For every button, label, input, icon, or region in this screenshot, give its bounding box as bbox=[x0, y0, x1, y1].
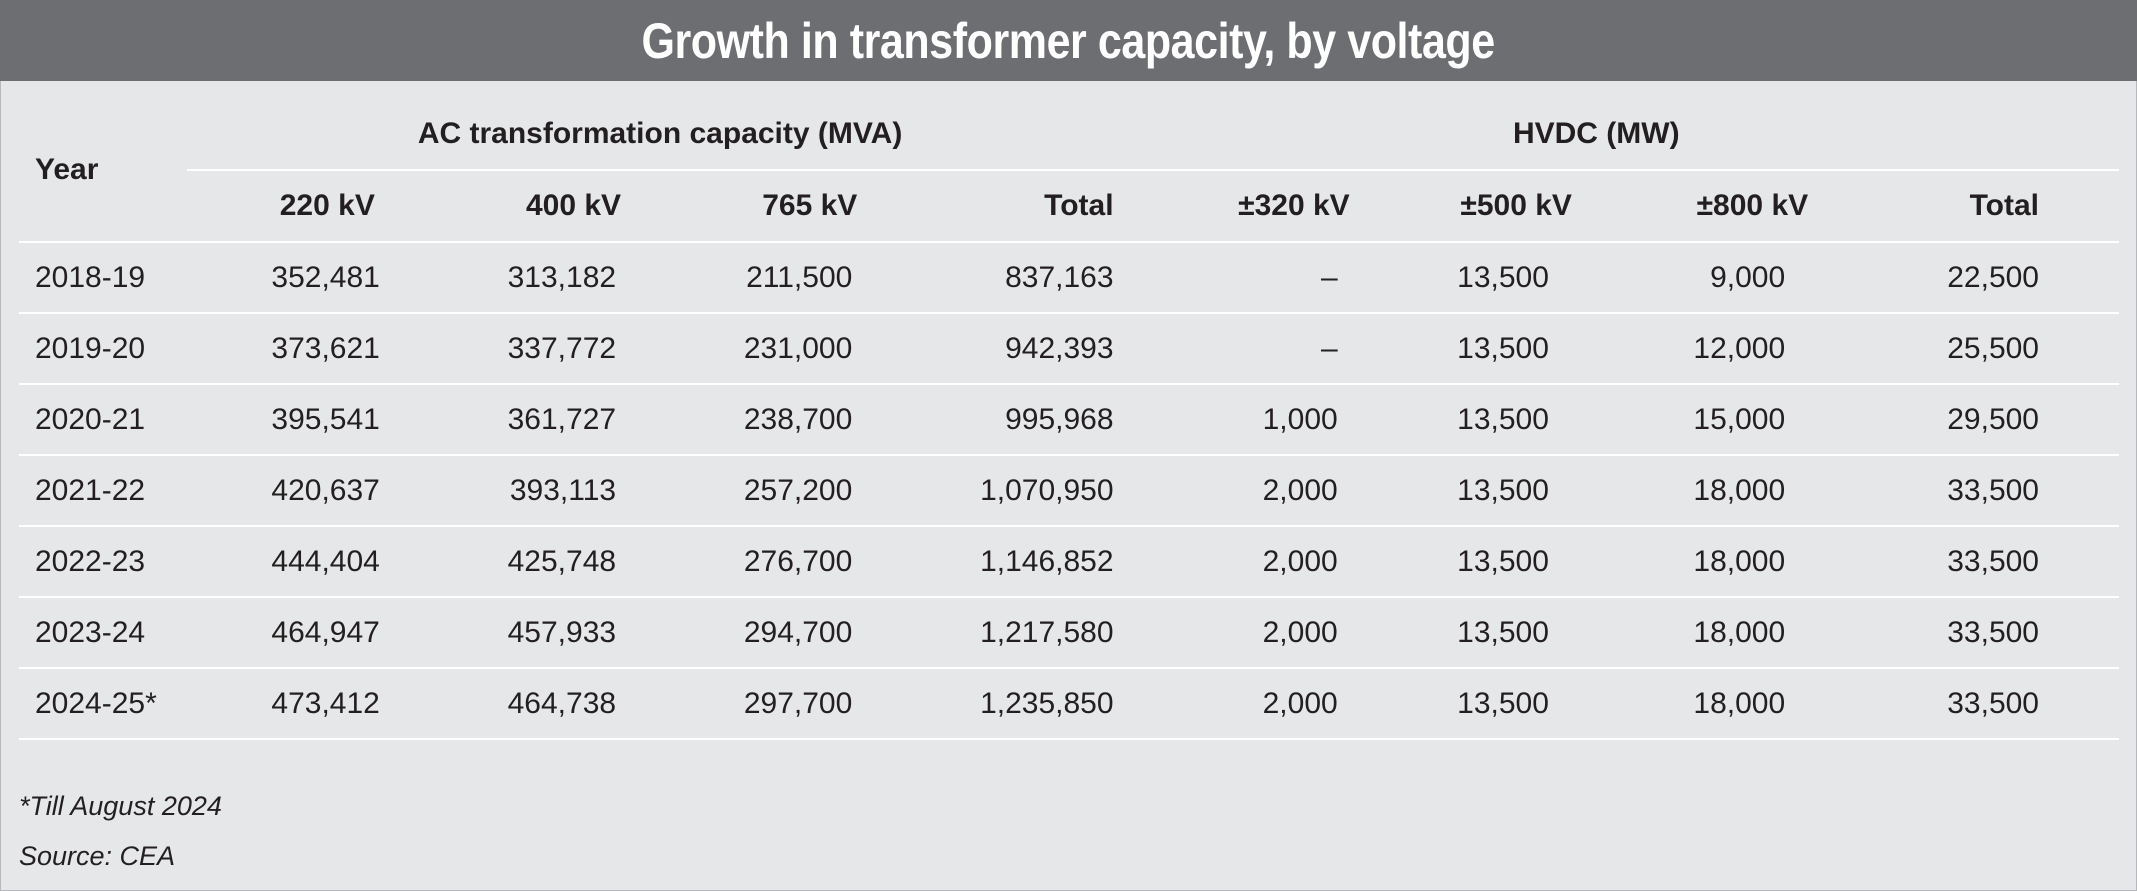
col-header-320kv: ±320 kV bbox=[1133, 170, 1358, 243]
cell-ac-total: 837,163 bbox=[897, 242, 1134, 314]
cell-220kv: 473,412 bbox=[186, 668, 425, 740]
year-header: Year bbox=[19, 99, 187, 243]
cell-220kv: 352,481 bbox=[186, 242, 425, 314]
cell-hvdc-total: 22,500 bbox=[1830, 242, 2119, 314]
cell-220kv: 373,621 bbox=[186, 313, 425, 385]
cell-320kv: 2,000 bbox=[1133, 668, 1358, 740]
cell-ac-total: 1,217,580 bbox=[897, 597, 1134, 669]
hvdc-group-header: HVDC (MW) bbox=[1133, 99, 2119, 171]
source-note: Source: CEA bbox=[19, 841, 176, 871]
cell-765kv: 297,700 bbox=[661, 668, 898, 740]
col-header-500kv: ±500 kV bbox=[1357, 170, 1594, 243]
col-header-400kv: 400 kV bbox=[424, 170, 662, 243]
cell-800kv: 18,000 bbox=[1593, 597, 1831, 669]
cell-800kv: 18,000 bbox=[1593, 526, 1831, 598]
cell-500kv: 13,500 bbox=[1357, 526, 1594, 598]
row-year: 2018-19 bbox=[19, 242, 187, 314]
capacity-table: Year AC transformation capacity (MVA) HV… bbox=[19, 99, 2119, 740]
col-header-800kv: ±800 kV bbox=[1593, 170, 1831, 243]
cell-ac-total: 1,070,950 bbox=[897, 455, 1134, 527]
cell-220kv: 420,637 bbox=[186, 455, 425, 527]
cell-ac-total: 942,393 bbox=[897, 313, 1134, 385]
cell-400kv: 457,933 bbox=[424, 597, 662, 669]
cell-400kv: 313,182 bbox=[424, 242, 662, 314]
cell-ac-total: 995,968 bbox=[897, 384, 1134, 456]
cell-500kv: 13,500 bbox=[1357, 242, 1594, 314]
table-row: 2022-23 444,404 425,748 276,700 1,146,85… bbox=[19, 526, 2119, 598]
cell-800kv: 9,000 bbox=[1593, 242, 1831, 314]
table-row: 2023-24 464,947 457,933 294,700 1,217,58… bbox=[19, 597, 2119, 669]
cell-ac-total: 1,146,852 bbox=[897, 526, 1134, 598]
cell-400kv: 393,113 bbox=[424, 455, 662, 527]
row-year: 2023-24 bbox=[19, 597, 187, 669]
cell-500kv: 13,500 bbox=[1357, 384, 1594, 456]
cell-765kv: 257,200 bbox=[661, 455, 898, 527]
cell-500kv: 13,500 bbox=[1357, 455, 1594, 527]
cell-ac-total: 1,235,850 bbox=[897, 668, 1134, 740]
col-header-765kv: 765 kV bbox=[661, 170, 898, 243]
cell-500kv: 13,500 bbox=[1357, 313, 1594, 385]
cell-hvdc-total: 25,500 bbox=[1830, 313, 2119, 385]
footnote: *Till August 2024 bbox=[19, 791, 222, 821]
table-body: 2018-19 352,481 313,182 211,500 837,163 … bbox=[19, 242, 2119, 740]
cell-800kv: 18,000 bbox=[1593, 455, 1831, 527]
cell-220kv: 395,541 bbox=[186, 384, 425, 456]
table-row: 2024-25* 473,412 464,738 297,700 1,235,8… bbox=[19, 668, 2119, 740]
cell-220kv: 444,404 bbox=[186, 526, 425, 598]
cell-500kv: 13,500 bbox=[1357, 597, 1594, 669]
cell-400kv: 337,772 bbox=[424, 313, 662, 385]
cell-320kv: 2,000 bbox=[1133, 597, 1358, 669]
row-year: 2024-25* bbox=[19, 668, 187, 740]
cell-320kv: 2,000 bbox=[1133, 455, 1358, 527]
cell-400kv: 425,748 bbox=[424, 526, 662, 598]
table-row: 2019-20 373,621 337,772 231,000 942,393 … bbox=[19, 313, 2119, 385]
cell-320kv: 2,000 bbox=[1133, 526, 1358, 598]
table-row: 2020-21 395,541 361,727 238,700 995,968 … bbox=[19, 384, 2119, 456]
cell-hvdc-total: 33,500 bbox=[1830, 455, 2119, 527]
cell-765kv: 238,700 bbox=[661, 384, 898, 456]
cell-765kv: 231,000 bbox=[661, 313, 898, 385]
cell-800kv: 12,000 bbox=[1593, 313, 1831, 385]
cell-765kv: 294,700 bbox=[661, 597, 898, 669]
page-title: Growth in transformer capacity, by volta… bbox=[641, 12, 1496, 69]
cell-800kv: 15,000 bbox=[1593, 384, 1831, 456]
cell-hvdc-total: 29,500 bbox=[1830, 384, 2119, 456]
column-header-row: 220 kV 400 kV 765 kV Total ±320 kV ±500 … bbox=[19, 170, 2119, 243]
table-row: 2021-22 420,637 393,113 257,200 1,070,95… bbox=[19, 455, 2119, 527]
col-header-ac-total: Total bbox=[897, 170, 1134, 243]
cell-400kv: 361,727 bbox=[424, 384, 662, 456]
col-header-220kv: 220 kV bbox=[186, 170, 425, 243]
cell-765kv: 276,700 bbox=[661, 526, 898, 598]
cell-500kv: 13,500 bbox=[1357, 668, 1594, 740]
row-year: 2020-21 bbox=[19, 384, 187, 456]
cell-hvdc-total: 33,500 bbox=[1830, 526, 2119, 598]
cell-765kv: 211,500 bbox=[661, 242, 898, 314]
cell-320kv: – bbox=[1133, 242, 1358, 314]
ac-group-header: AC transformation capacity (MVA) bbox=[186, 99, 1134, 171]
cell-320kv: 1,000 bbox=[1133, 384, 1358, 456]
col-header-hvdc-total: Total bbox=[1830, 170, 2119, 243]
cell-220kv: 464,947 bbox=[186, 597, 425, 669]
cell-hvdc-total: 33,500 bbox=[1830, 668, 2119, 740]
cell-320kv: – bbox=[1133, 313, 1358, 385]
row-year: 2019-20 bbox=[19, 313, 187, 385]
table-panel: Year AC transformation capacity (MVA) HV… bbox=[0, 81, 2137, 891]
cell-800kv: 18,000 bbox=[1593, 668, 1831, 740]
row-year: 2021-22 bbox=[19, 455, 187, 527]
cell-400kv: 464,738 bbox=[424, 668, 662, 740]
row-year: 2022-23 bbox=[19, 526, 187, 598]
group-header-row: Year AC transformation capacity (MVA) HV… bbox=[19, 99, 2119, 243]
table-row: 2018-19 352,481 313,182 211,500 837,163 … bbox=[19, 242, 2119, 314]
cell-hvdc-total: 33,500 bbox=[1830, 597, 2119, 669]
title-bar: Growth in transformer capacity, by volta… bbox=[0, 0, 2137, 81]
